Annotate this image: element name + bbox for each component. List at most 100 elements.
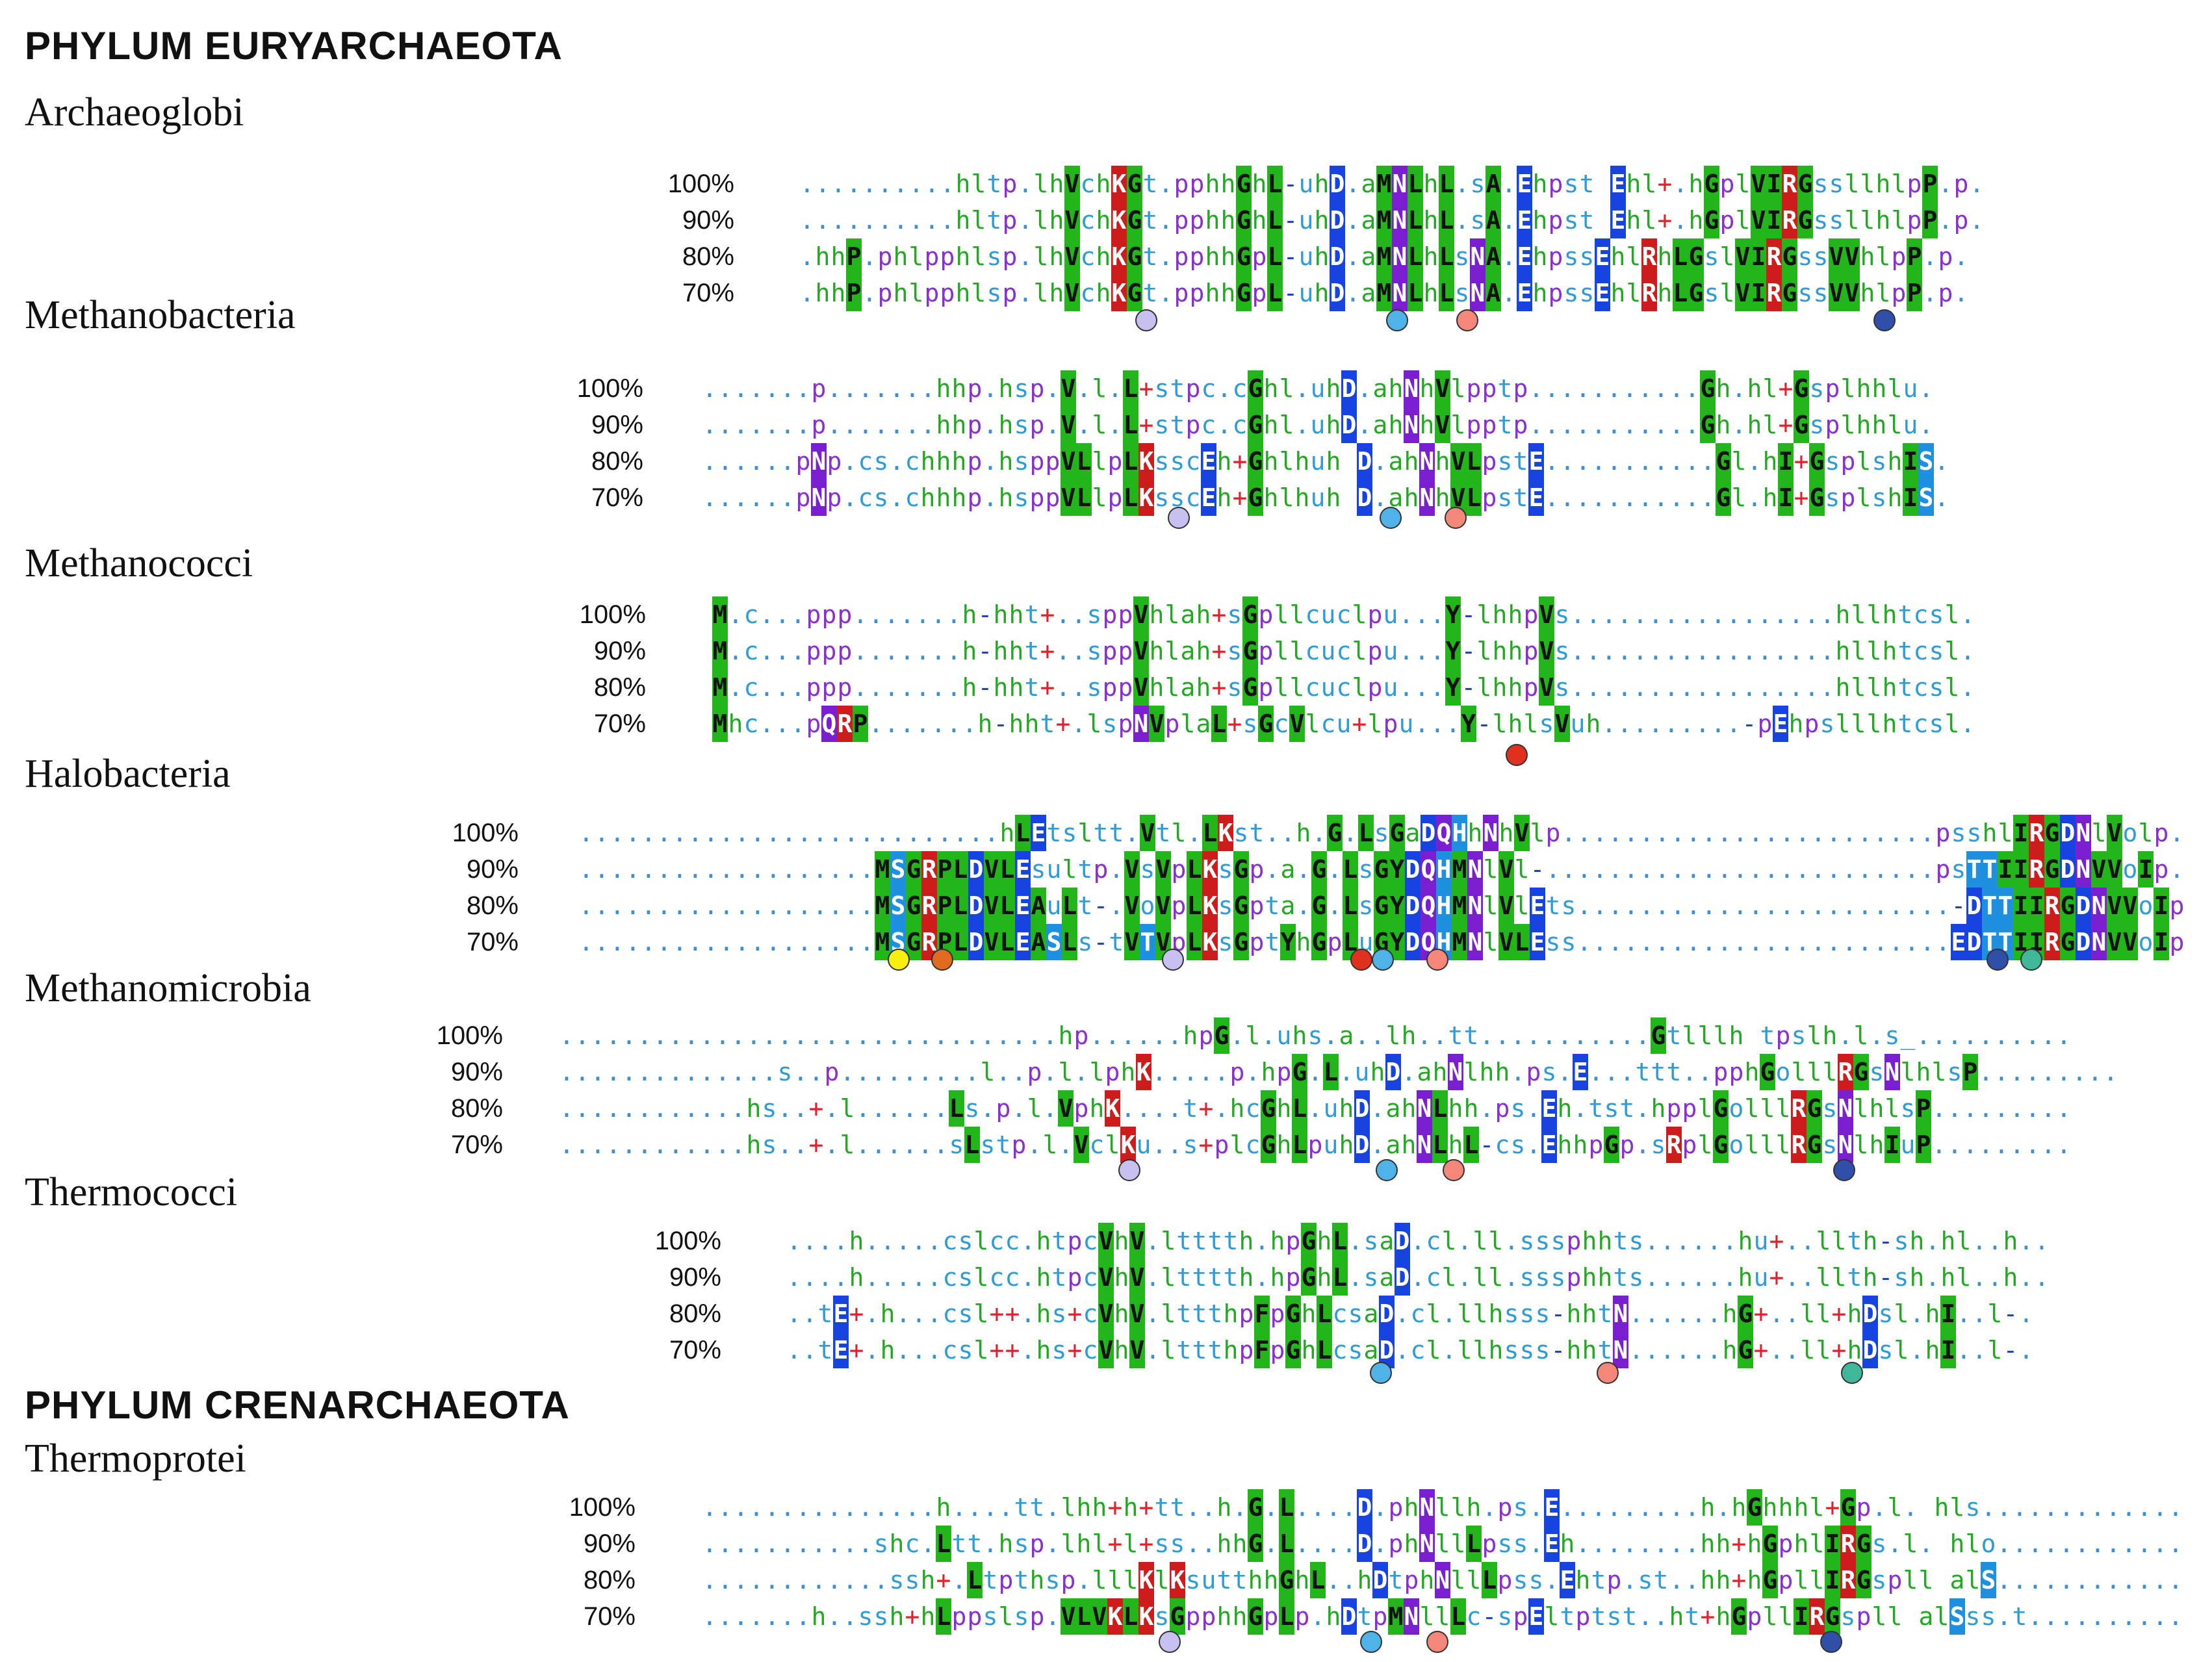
residue: D bbox=[2076, 924, 2091, 960]
phylum-heading-crenarchaeota: PHYLUM CRENARCHAEOTA bbox=[25, 1383, 570, 1427]
residue: . bbox=[1810, 928, 1826, 956]
residue: h bbox=[998, 447, 1014, 476]
residue: L bbox=[1123, 443, 1138, 479]
residue: l bbox=[1279, 411, 1294, 439]
residue: - bbox=[1951, 891, 1966, 920]
residue: h bbox=[951, 483, 967, 512]
residue: h bbox=[998, 1529, 1014, 1558]
residue: L bbox=[1343, 851, 1358, 888]
residue: . bbox=[734, 855, 750, 884]
residue: A bbox=[1485, 166, 1501, 202]
residue: . bbox=[1323, 1021, 1339, 1050]
residue: s bbox=[1470, 170, 1485, 198]
residue: . bbox=[1510, 1021, 1526, 1050]
residue: t bbox=[1192, 1336, 1207, 1364]
residue: . bbox=[1454, 170, 1470, 198]
residue: . bbox=[594, 928, 610, 956]
residue: a bbox=[1372, 411, 1388, 439]
residue: L bbox=[1267, 238, 1283, 275]
residue: . bbox=[799, 279, 815, 307]
residue: h bbox=[1835, 637, 1851, 665]
residue: t bbox=[1265, 928, 1280, 956]
residue: h bbox=[1317, 1263, 1332, 1292]
residue: l bbox=[1816, 1263, 1831, 1292]
residue: . bbox=[946, 710, 962, 738]
residue: . bbox=[1871, 1493, 1887, 1522]
residue: s bbox=[1563, 242, 1579, 271]
residue: G bbox=[1301, 1259, 1317, 1296]
residue: . bbox=[2034, 1227, 2050, 1255]
residue: L bbox=[936, 1526, 951, 1562]
residue: . bbox=[855, 1021, 871, 1050]
residue: . bbox=[2034, 1263, 2050, 1292]
residue: t bbox=[1591, 1602, 1606, 1631]
residue: l bbox=[1033, 170, 1049, 198]
residue: . bbox=[719, 819, 734, 847]
residue: l bbox=[1887, 1602, 1903, 1631]
residue: . bbox=[606, 1058, 621, 1086]
residue: . bbox=[858, 411, 873, 439]
residue: . bbox=[1669, 1529, 1684, 1558]
residue: p bbox=[1029, 374, 1045, 403]
residue: . bbox=[702, 1566, 717, 1594]
residue: . bbox=[1045, 1529, 1061, 1558]
residue bbox=[1918, 1489, 1934, 1526]
residue: p bbox=[837, 637, 853, 665]
residue: p bbox=[1174, 242, 1189, 271]
residue: s bbox=[1014, 374, 1029, 403]
residue: p bbox=[1513, 411, 1528, 439]
conservation-threshold-label: 100% bbox=[569, 1493, 636, 1522]
residue: p bbox=[1174, 206, 1189, 235]
residue: E bbox=[1528, 443, 1544, 479]
residue: . bbox=[2152, 1566, 2168, 1594]
residue: . bbox=[1326, 1529, 1341, 1558]
residue: p bbox=[1526, 1058, 1541, 1086]
residue: . bbox=[1669, 374, 1684, 403]
residue: . bbox=[1731, 374, 1747, 403]
residue: . bbox=[1684, 374, 1700, 403]
consensus-sequence: ..tE+.h...csl++.hs+cVhV.lttthpFpGhLcsaD.… bbox=[786, 1296, 2034, 1332]
residue: . bbox=[1773, 637, 1788, 665]
residue: l bbox=[1697, 1021, 1713, 1050]
residue: u bbox=[1398, 710, 1414, 738]
residue: N bbox=[811, 479, 827, 516]
residue: . bbox=[884, 673, 899, 702]
residue: t bbox=[1176, 1263, 1192, 1292]
residue: L bbox=[1123, 479, 1138, 516]
residue: G bbox=[1807, 1127, 1822, 1163]
residue: h bbox=[1722, 1299, 1738, 1328]
residue: . bbox=[780, 1529, 795, 1558]
residue: - bbox=[977, 637, 993, 665]
residue: l bbox=[1719, 279, 1735, 307]
residue: l bbox=[1887, 374, 1903, 403]
residue: . bbox=[880, 1227, 895, 1255]
residue: . bbox=[843, 855, 859, 884]
residue: . bbox=[733, 1602, 749, 1631]
residue: p bbox=[1270, 1299, 1285, 1328]
residue: . bbox=[702, 1493, 717, 1522]
residue: . bbox=[1544, 1566, 1560, 1594]
residue: h bbox=[1716, 411, 1731, 439]
residue: s bbox=[1363, 1263, 1379, 1292]
residue: h bbox=[1566, 1299, 1582, 1328]
residue: l bbox=[1473, 1263, 1488, 1292]
residue: . bbox=[1664, 673, 1679, 702]
residue: o bbox=[1775, 1058, 1791, 1086]
residue: t bbox=[1176, 1227, 1192, 1255]
class-name-methanobacteria: Methanobacteria bbox=[25, 293, 296, 337]
residue: N bbox=[1470, 275, 1485, 311]
residue: . bbox=[802, 1263, 817, 1292]
residue: a bbox=[1361, 242, 1376, 271]
residue: . bbox=[1591, 447, 1606, 476]
residue: . bbox=[918, 1021, 933, 1050]
residue: . bbox=[1653, 483, 1669, 512]
conservation-threshold-label: 70% bbox=[583, 1602, 636, 1631]
residue: L bbox=[964, 1127, 980, 1163]
residue: h bbox=[1657, 279, 1673, 307]
residue: p bbox=[1118, 673, 1133, 702]
residue: G bbox=[1747, 1489, 1762, 1526]
residue: h bbox=[1036, 1299, 1051, 1328]
residue: . bbox=[1076, 374, 1092, 403]
residue: u bbox=[1320, 600, 1336, 629]
residue: p bbox=[1619, 1131, 1635, 1159]
